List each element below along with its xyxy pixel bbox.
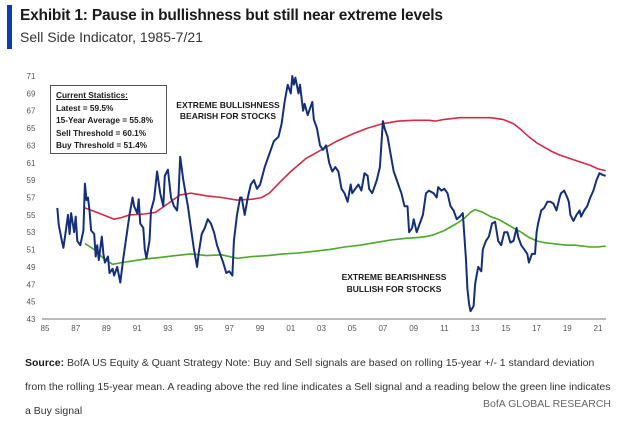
source-note: Source: BofA US Equity & Quant Strategy … bbox=[25, 351, 615, 423]
y-axis-ticks: 43 45 47 49 51 53 55 57 59 61 63 65 67 69 71 bbox=[27, 72, 36, 324]
y-tick-label: 53 bbox=[27, 228, 36, 237]
y-tick-label: 49 bbox=[27, 263, 36, 272]
title-accent-bar bbox=[7, 5, 12, 49]
y-tick-label: 59 bbox=[27, 176, 36, 185]
x-tick-label: 05 bbox=[348, 324, 357, 333]
chart-title: Exhibit 1: Pause in bullishness but stil… bbox=[20, 7, 443, 24]
y-tick-label: 71 bbox=[27, 72, 36, 81]
x-tick-label: 03 bbox=[317, 324, 326, 333]
y-tick-label: 69 bbox=[27, 89, 36, 98]
stats-sell-threshold: Sell Threshold = 60.1% bbox=[56, 127, 147, 138]
x-tick-label: 87 bbox=[71, 324, 80, 333]
y-tick-label: 51 bbox=[27, 246, 36, 255]
x-tick-label: 01 bbox=[286, 324, 295, 333]
credit-label: BofA GLOBAL RESEARCH bbox=[483, 398, 611, 410]
y-tick-label: 57 bbox=[27, 194, 36, 203]
stats-latest: Latest = 59.5% bbox=[56, 102, 114, 113]
stats-buy-threshold: Buy Threshold = 51.4% bbox=[56, 140, 148, 150]
annotation-bearishness-line1: EXTREME BEARISHNESS bbox=[342, 272, 447, 282]
y-tick-label: 61 bbox=[27, 159, 36, 168]
series-sell-side-indicator bbox=[56, 75, 606, 313]
series-layer bbox=[56, 75, 606, 313]
y-tick-label: 63 bbox=[27, 141, 36, 150]
x-tick-label: 99 bbox=[256, 324, 265, 333]
annotation-bullishness-line1: EXTREME BULLISHNESS bbox=[176, 100, 280, 110]
stats-heading: Current Statistics: bbox=[56, 90, 128, 100]
x-tick-label: 85 bbox=[41, 324, 50, 333]
x-tick-label: 97 bbox=[225, 324, 234, 333]
chart-subtitle: Sell Side Indicator, 1985-7/21 bbox=[20, 29, 203, 45]
source-text: BofA US Equity & Quant Strategy Note: Bu… bbox=[25, 357, 611, 417]
x-tick-label: 19 bbox=[563, 324, 572, 333]
y-tick-label: 43 bbox=[27, 315, 36, 324]
x-tick-label: 07 bbox=[378, 324, 387, 333]
current-statistics-box: Current Statistics: Latest = 59.5% 15-Ye… bbox=[50, 85, 167, 154]
x-tick-label: 13 bbox=[471, 324, 480, 333]
x-axis-ticks: 85 87 89 91 93 95 97 99 01 03 05 07 09 11 13 15 17 19 21 bbox=[41, 324, 603, 333]
x-tick-label: 89 bbox=[102, 324, 111, 333]
y-tick-label: 47 bbox=[27, 280, 36, 289]
y-tick-label: 65 bbox=[27, 124, 36, 133]
x-tick-label: 21 bbox=[594, 324, 603, 333]
x-tick-label: 95 bbox=[194, 324, 203, 333]
annotation-bullishness-line2: BEARISH FOR STOCKS bbox=[180, 111, 277, 121]
y-tick-label: 45 bbox=[27, 298, 36, 307]
x-tick-label: 09 bbox=[409, 324, 418, 333]
y-tick-label: 67 bbox=[27, 107, 36, 116]
series-buy-threshold bbox=[84, 208, 606, 266]
x-tick-label: 93 bbox=[163, 324, 172, 333]
annotation-bearishness-line2: BULLISH FOR STOCKS bbox=[347, 284, 442, 294]
series-sell-threshold bbox=[84, 116, 606, 220]
y-tick-label: 55 bbox=[27, 211, 36, 220]
x-tick-label: 11 bbox=[440, 324, 449, 333]
x-tick-label: 15 bbox=[501, 324, 510, 333]
x-tick-label: 91 bbox=[133, 324, 142, 333]
x-tick-label: 17 bbox=[532, 324, 541, 333]
stats-average: 15-Year Average = 55.8% bbox=[56, 115, 153, 125]
source-label: Source: bbox=[25, 357, 65, 369]
